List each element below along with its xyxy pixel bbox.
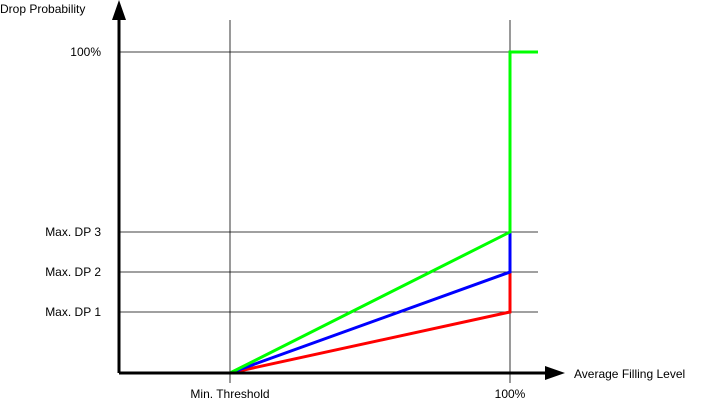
y-tick-label-dp2: Max. DP 2 <box>45 265 101 279</box>
series-lines <box>119 50 538 375</box>
y-axis-title: Drop Probability <box>0 2 85 16</box>
grid-lines <box>119 20 538 383</box>
y-tick-label-full: 100% <box>70 45 101 59</box>
x-axis-title: Average Filling Level <box>574 367 685 381</box>
tick-labels: Max. DP 1 Max. DP 2 Max. DP 3 100% Min. Thre… <box>45 45 525 401</box>
x-tick-label-min: Min. Threshold <box>190 387 269 401</box>
x-axis-arrowhead <box>545 366 565 380</box>
series-line-3 <box>119 50 538 375</box>
y-tick-label-dp1: Max. DP 1 <box>45 305 101 319</box>
y-axis-arrowhead <box>112 0 126 20</box>
x-tick-label-max: 100% <box>495 387 526 401</box>
axes <box>112 0 565 380</box>
series-line-1 <box>119 52 512 375</box>
y-tick-label-dp3: Max. DP 3 <box>45 225 101 239</box>
